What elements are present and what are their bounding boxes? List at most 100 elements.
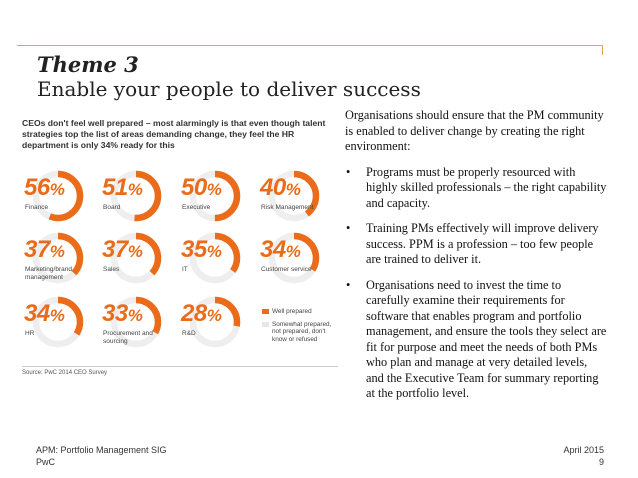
legend-swatch-grey — [262, 321, 269, 327]
stat-donut: 51% Board — [100, 168, 185, 224]
header-rule — [17, 45, 603, 46]
donut-fill — [268, 232, 320, 284]
theme-title: Theme 3 — [37, 52, 139, 77]
stat-value: 37% — [102, 236, 143, 264]
stat-percent-sign: % — [206, 306, 222, 325]
donut-ring — [268, 232, 320, 284]
legend-label-not-prepared: Somewhat prepared, not prepared, don't k… — [272, 320, 332, 343]
donut-ring — [32, 296, 84, 348]
stat-donut: 50% Executive — [179, 168, 264, 224]
bullet-text: Training PMs effectively will improve de… — [366, 221, 599, 266]
stat-value: 28% — [181, 300, 222, 328]
bullet-item: • Programs must be properly resourced wi… — [345, 165, 607, 212]
stat-label: Finance — [25, 204, 49, 211]
donut-fill — [189, 232, 241, 284]
donut-fill — [110, 232, 162, 284]
slide-subtitle: Enable your people to deliver success — [37, 77, 421, 101]
stat-percent-sign: % — [49, 306, 65, 325]
donut-ring — [110, 296, 162, 348]
ceo-infographic: CEOs don't feel well prepared – most ala… — [22, 118, 338, 384]
donut-fill — [32, 170, 84, 222]
stat-value: 50% — [181, 174, 222, 202]
stat-value: 35% — [181, 236, 222, 264]
stat-label: IT — [182, 266, 188, 273]
stat-number: 56 — [24, 174, 50, 201]
stat-percent-sign: % — [206, 180, 222, 199]
stat-number: 51 — [102, 174, 128, 201]
infographic-legend: Well prepared Somewhat prepared, not pre… — [262, 308, 340, 348]
infographic-divider — [22, 366, 338, 367]
header-rule-tick — [602, 45, 603, 55]
stat-number: 35 — [181, 236, 207, 263]
donut-ring — [110, 232, 162, 284]
stat-number: 50 — [181, 174, 207, 201]
bullet-item: • Organisations need to invest the time … — [345, 278, 607, 402]
stat-label: Sales — [103, 266, 120, 273]
stat-label: Procurement and sourcing — [103, 330, 153, 345]
stat-value: 56% — [24, 174, 65, 202]
stat-donut: 33% Procurement and sourcing — [100, 294, 185, 350]
stat-value: 34% — [24, 300, 65, 328]
donut-fill — [32, 296, 84, 348]
footer-company: PwC — [36, 457, 56, 467]
footer-right: April 2015 9 — [540, 444, 604, 468]
donut-ring — [189, 296, 241, 348]
footer-left: APM: Portfolio Management SIG PwC — [36, 444, 167, 468]
stat-donut: 37% Sales — [100, 230, 185, 286]
legend-item-prepared: Well prepared — [262, 308, 340, 316]
stat-donut: 56% Finance — [22, 168, 107, 224]
donut-ring — [32, 170, 84, 222]
stat-label: Marketing/brand management — [25, 266, 72, 281]
stat-percent-sign: % — [49, 180, 65, 199]
stat-number: 37 — [102, 236, 128, 263]
donut-ring — [110, 170, 162, 222]
footer-date: April 2015 — [563, 445, 604, 455]
stat-donut: 34% HR — [22, 294, 107, 350]
legend-label-prepared: Well prepared — [272, 308, 312, 315]
stat-number: 40 — [260, 174, 286, 201]
stat-donut: 34% Customer service — [258, 230, 343, 286]
stat-percent-sign: % — [127, 306, 143, 325]
stat-value: 37% — [24, 236, 65, 264]
stat-label: HR — [25, 330, 35, 337]
stat-percent-sign: % — [49, 242, 65, 261]
donut-ring — [268, 170, 320, 222]
stat-donut: 40% Risk Management — [258, 168, 343, 224]
stat-label: R&D — [182, 330, 196, 337]
stat-number: 34 — [260, 236, 286, 263]
stat-number: 37 — [24, 236, 50, 263]
stat-label: Risk Management — [261, 204, 314, 211]
legend-item-not-prepared: Somewhat prepared, not prepared, don't k… — [262, 321, 340, 344]
stat-label: Board — [103, 204, 121, 211]
donut-fill — [32, 232, 84, 284]
stat-value: 40% — [260, 174, 301, 202]
legend-swatch-orange — [262, 309, 269, 314]
donut-fill — [189, 170, 241, 222]
donut-fill — [268, 170, 320, 222]
stat-donut: 28% R&D — [179, 294, 264, 350]
stat-label: Executive — [182, 204, 211, 211]
donut-ring — [189, 170, 241, 222]
donut-fill — [110, 170, 162, 222]
stat-percent-sign: % — [206, 242, 222, 261]
stat-number: 33 — [102, 300, 128, 327]
bullet-text: Organisations need to invest the time to… — [366, 277, 607, 401]
stat-value: 34% — [260, 236, 301, 264]
stat-number: 28 — [181, 300, 207, 327]
stat-value: 33% — [102, 300, 143, 328]
donut-fill — [110, 296, 162, 348]
stat-percent-sign: % — [285, 242, 301, 261]
stat-label: Customer service — [261, 266, 312, 273]
bullet-text: Programs must be properly resourced with… — [366, 164, 607, 210]
donut-ring — [32, 232, 84, 284]
stat-percent-sign: % — [285, 180, 301, 199]
body-text: Organisations should ensure that the PM … — [345, 108, 607, 412]
donut-fill — [189, 296, 241, 348]
bullet-mark: • — [346, 164, 351, 179]
bullet-item: • Training PMs effectively will improve … — [345, 221, 607, 268]
intro-paragraph: Organisations should ensure that the PM … — [345, 108, 604, 153]
infographic-heading: CEOs don't feel well prepared – most ala… — [22, 118, 326, 150]
stat-donut: 35% IT — [179, 230, 264, 286]
bullet-mark: • — [346, 221, 351, 235]
donut-ring — [189, 232, 241, 284]
